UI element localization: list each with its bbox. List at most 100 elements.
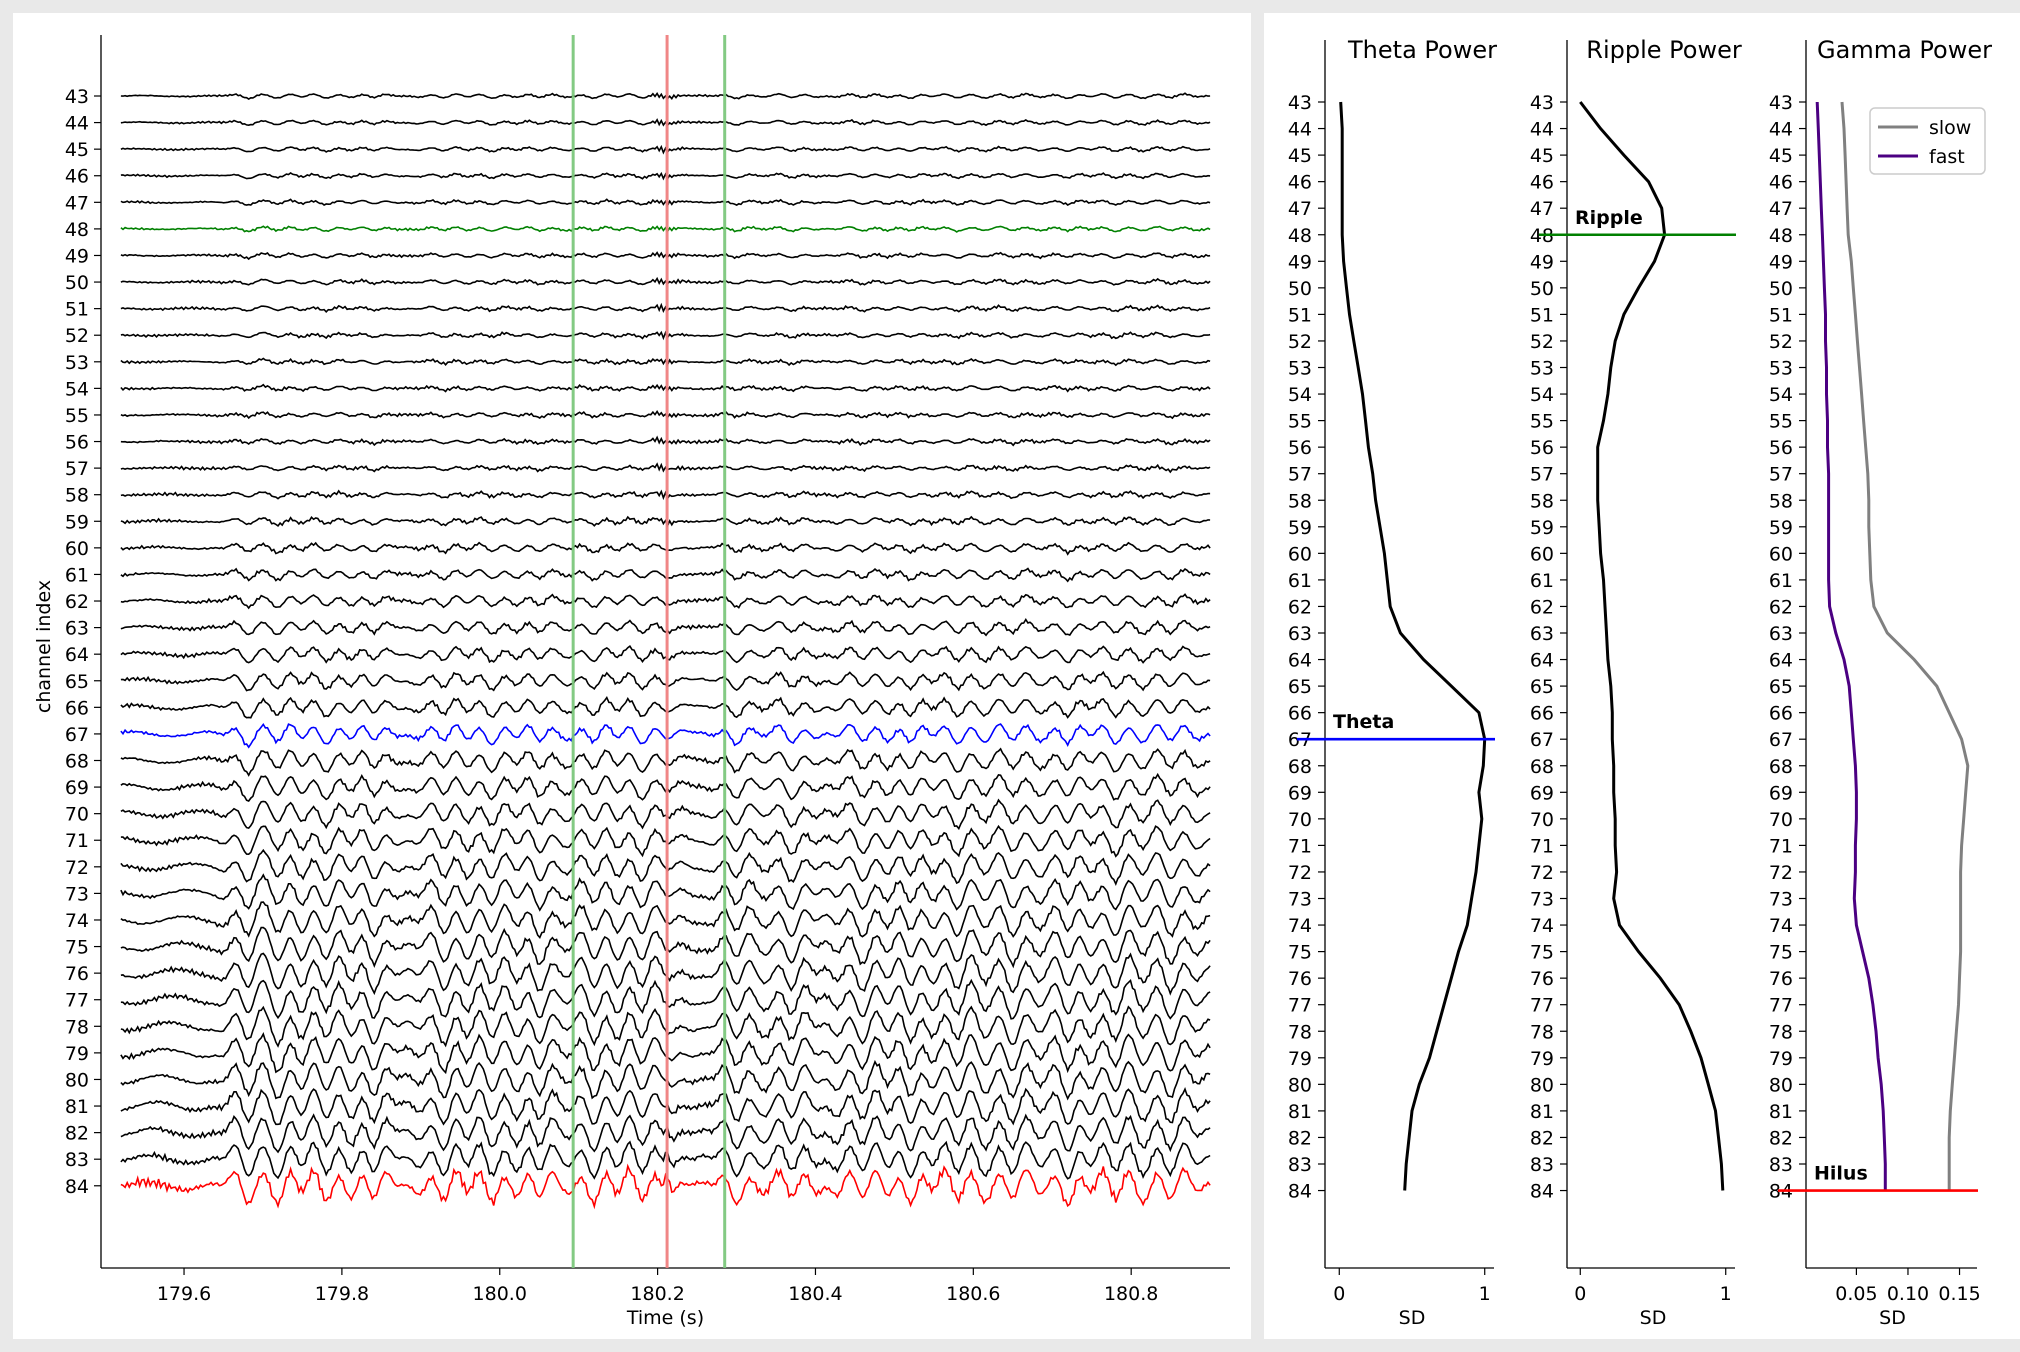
theta-y-tick-label: 48 bbox=[1288, 225, 1312, 247]
main-y-tick-label: 75 bbox=[65, 937, 89, 959]
ripple-y-tick-label: 46 bbox=[1530, 172, 1554, 194]
ripple-y-tick-label: 52 bbox=[1530, 331, 1554, 353]
ripple-y-tick-label: 63 bbox=[1530, 623, 1554, 645]
main-y-tick-label: 84 bbox=[65, 1176, 89, 1198]
theta-y-tick-label: 78 bbox=[1288, 1021, 1312, 1043]
ripple-y-tick-label: 45 bbox=[1530, 145, 1554, 167]
ripple-y-tick-label: 83 bbox=[1530, 1154, 1554, 1176]
gamma-marker-label: Hilus bbox=[1814, 1163, 1868, 1185]
ripple-y-tick-label: 74 bbox=[1530, 915, 1554, 937]
main-y-tick-label: 77 bbox=[65, 990, 89, 1012]
channel-trace-57 bbox=[120, 462, 1211, 474]
main-y-tick-label: 79 bbox=[65, 1043, 89, 1065]
theta-y-tick-label: 71 bbox=[1288, 835, 1312, 857]
main-y-tick-label: 64 bbox=[65, 644, 89, 666]
theta-y-tick-label: 46 bbox=[1288, 172, 1312, 194]
main-y-tick-label: 47 bbox=[65, 192, 89, 214]
channel-trace-76 bbox=[120, 952, 1211, 996]
gamma-profile-line-slow bbox=[1840, 101, 1970, 1191]
theta-y-tick-label: 54 bbox=[1288, 384, 1312, 406]
gamma-y-tick-label: 45 bbox=[1769, 145, 1793, 167]
gamma-y-tick-label: 71 bbox=[1769, 835, 1793, 857]
ripple-y-tick-label: 73 bbox=[1530, 889, 1554, 911]
theta-y-tick-label: 59 bbox=[1288, 517, 1312, 539]
theta-y-tick-label: 57 bbox=[1288, 464, 1312, 486]
ripple-y-tick-label: 60 bbox=[1530, 543, 1554, 565]
gamma-x-tick-label: 0.10 bbox=[1887, 1283, 1929, 1305]
gamma-y-tick-label: 59 bbox=[1769, 517, 1793, 539]
main-y-tick-label: 62 bbox=[65, 591, 89, 613]
main-y-tick-label: 54 bbox=[65, 378, 89, 400]
theta-y-tick-label: 66 bbox=[1288, 703, 1312, 725]
channel-trace-44 bbox=[120, 118, 1211, 127]
ripple-y-tick-label: 55 bbox=[1530, 411, 1554, 433]
gamma-y-tick-label: 46 bbox=[1769, 172, 1793, 194]
channel-trace-48 bbox=[120, 225, 1211, 233]
theta-profile-line bbox=[1339, 101, 1487, 1191]
theta-y-tick-label: 43 bbox=[1288, 92, 1312, 114]
theta-title: Theta Power bbox=[1347, 36, 1497, 64]
gamma-y-tick-label: 69 bbox=[1769, 782, 1793, 804]
gamma-y-tick-label: 50 bbox=[1769, 278, 1793, 300]
theta-y-tick-label: 80 bbox=[1288, 1074, 1312, 1096]
gamma-y-tick-label: 43 bbox=[1769, 92, 1793, 114]
gamma-x-tick-label: 0.05 bbox=[1835, 1283, 1877, 1305]
gamma-y-tick-label: 78 bbox=[1769, 1021, 1793, 1043]
theta-y-tick-label: 69 bbox=[1288, 782, 1312, 804]
channel-trace-56 bbox=[120, 435, 1211, 447]
channel-trace-83 bbox=[120, 1140, 1211, 1180]
main-y-tick-label: 45 bbox=[65, 139, 89, 161]
ripple-title: Ripple Power bbox=[1586, 36, 1742, 64]
gamma-y-tick-label: 55 bbox=[1769, 411, 1793, 433]
channel-trace-63 bbox=[120, 617, 1211, 637]
channel-trace-78 bbox=[120, 1005, 1211, 1048]
channel-trace-73 bbox=[120, 873, 1211, 912]
main-y-tick-label: 50 bbox=[65, 272, 89, 294]
ripple-y-tick-label: 57 bbox=[1530, 464, 1554, 486]
theta-y-tick-label: 50 bbox=[1288, 278, 1312, 300]
main-y-tick-label: 55 bbox=[65, 405, 89, 427]
main-y-tick-label: 66 bbox=[65, 697, 89, 719]
ripple-x-tick-label: 1 bbox=[1720, 1283, 1732, 1305]
ripple-y-tick-label: 61 bbox=[1530, 570, 1554, 592]
ripple-y-tick-label: 77 bbox=[1530, 995, 1554, 1017]
gamma-y-tick-label: 44 bbox=[1769, 119, 1793, 141]
channel-trace-58 bbox=[120, 489, 1211, 501]
ripple-y-tick-label: 51 bbox=[1530, 304, 1554, 326]
ripple-y-tick-label: 50 bbox=[1530, 278, 1554, 300]
channel-trace-69 bbox=[120, 772, 1211, 802]
ripple-y-tick-label: 47 bbox=[1530, 198, 1554, 220]
theta-y-tick-label: 51 bbox=[1288, 304, 1312, 326]
main-y-tick-label: 52 bbox=[65, 325, 89, 347]
theta-y-tick-label: 56 bbox=[1288, 437, 1312, 459]
gamma-profile-line-fast bbox=[1815, 101, 1887, 1191]
ripple-y-tick-label: 71 bbox=[1530, 835, 1554, 857]
channel-trace-46 bbox=[120, 171, 1211, 181]
channel-trace-52 bbox=[120, 330, 1211, 341]
main-y-tick-label: 73 bbox=[65, 883, 89, 905]
main-x-tick-label: 180.0 bbox=[473, 1283, 527, 1305]
theta-y-tick-label: 72 bbox=[1288, 862, 1312, 884]
main-y-tick-label: 83 bbox=[65, 1149, 89, 1171]
channel-trace-51 bbox=[120, 302, 1211, 313]
gamma-y-tick-label: 54 bbox=[1769, 384, 1793, 406]
main-y-tick-label: 72 bbox=[65, 857, 89, 879]
ripple-y-tick-label: 44 bbox=[1530, 119, 1554, 141]
ripple-y-tick-label: 66 bbox=[1530, 703, 1554, 725]
ripple-y-tick-label: 81 bbox=[1530, 1101, 1554, 1123]
main-y-tick-label: 49 bbox=[65, 245, 89, 267]
ripple-y-tick-label: 59 bbox=[1530, 517, 1554, 539]
gamma-x-tick-label: 0.15 bbox=[1938, 1283, 1980, 1305]
gamma-y-tick-label: 62 bbox=[1769, 596, 1793, 618]
ripple-y-tick-label: 76 bbox=[1530, 968, 1554, 990]
main-x-tick-label: 180.4 bbox=[788, 1283, 842, 1305]
ripple-y-tick-label: 43 bbox=[1530, 92, 1554, 114]
ripple-y-tick-label: 54 bbox=[1530, 384, 1554, 406]
gamma-y-tick-label: 76 bbox=[1769, 968, 1793, 990]
main-x-tick-label: 179.8 bbox=[315, 1283, 369, 1305]
ripple-x-tick-label: 0 bbox=[1574, 1283, 1586, 1305]
main-y-tick-label: 82 bbox=[65, 1123, 89, 1145]
theta-y-tick-label: 45 bbox=[1288, 145, 1312, 167]
gamma-x-axis-label: SD bbox=[1879, 1307, 1906, 1329]
theta-y-tick-label: 73 bbox=[1288, 889, 1312, 911]
